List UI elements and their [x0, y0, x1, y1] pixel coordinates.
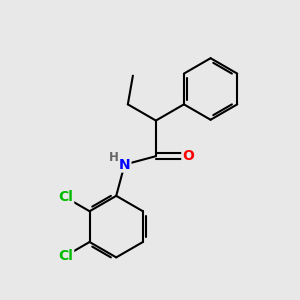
Text: H: H: [110, 151, 119, 164]
Text: O: O: [182, 149, 194, 163]
Text: Cl: Cl: [58, 190, 73, 205]
Text: N: N: [119, 158, 130, 172]
Text: Cl: Cl: [58, 249, 73, 263]
